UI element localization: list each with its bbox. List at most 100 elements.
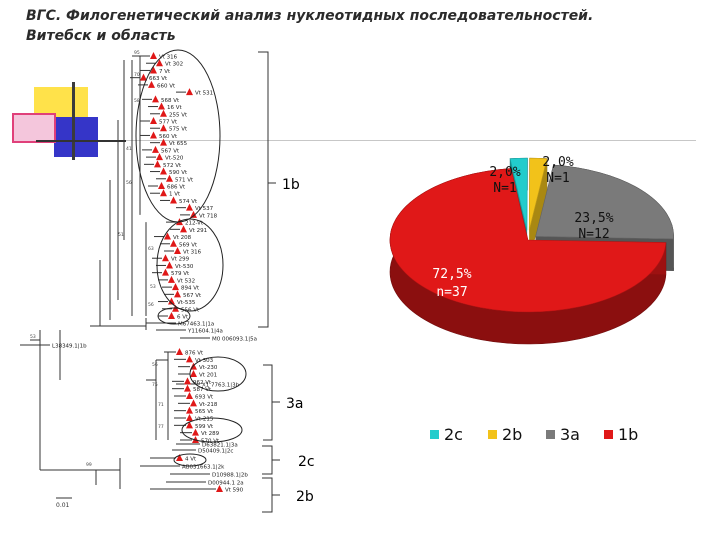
leaf-marker-icon [162, 254, 169, 262]
tree-leaf-1b: 560 Vt [159, 134, 178, 140]
leaf-marker-icon [166, 261, 173, 269]
leaf-marker-icon [150, 52, 157, 59]
tree-leaf-3a: 693 Vt [195, 395, 214, 401]
branch-support-value: 51 [118, 232, 124, 238]
tree-leaf-1b: Vt 316 [183, 250, 202, 256]
legend-swatch-1b [604, 430, 613, 439]
legend-label-1b: 1b [618, 425, 638, 444]
branch-support-value: 77 [158, 424, 164, 430]
tree-leaf-1b: Vt-520 [165, 156, 184, 162]
tree-leaf-3a: Vt 289 [201, 431, 220, 437]
branch-support-value: 41 [126, 146, 132, 152]
tree-leaf-1b: 1 Vt [169, 192, 181, 198]
legend-swatch-2b [488, 430, 497, 439]
tree-leaf-1b: Vt 299 [171, 257, 190, 263]
tree-leaf-1b: Vt 208 [173, 235, 192, 241]
leaf-marker-icon [174, 290, 181, 298]
leaf-marker-icon [186, 203, 193, 211]
legend-label-3a: 3a [560, 425, 580, 444]
bracket-2b [262, 477, 280, 513]
chart-legend: 2c 2b 3a 1b [430, 425, 638, 444]
tree-leaf-1b: 686 Vt [167, 185, 186, 191]
decor-pink-square [12, 113, 56, 143]
tree-reference: M0 006093.1|5a [212, 337, 257, 343]
bracket-1b [258, 51, 276, 328]
cluster-ellipse-6 [173, 453, 207, 467]
leaf-marker-icon [176, 348, 183, 355]
tree-leaf-1b: Vt-530 [175, 264, 194, 270]
branch-support-value: 95 [134, 50, 140, 56]
decor-dark-line [36, 140, 126, 142]
cluster-ellipse-5 [181, 417, 243, 443]
tree-leaf-3a: 565 Vt [195, 409, 214, 415]
leaf-marker-icon [152, 95, 159, 103]
tree-leaf-1b: 577 Vt [159, 120, 178, 126]
pie-slice-1b [389, 168, 667, 313]
leaf-marker-icon [172, 283, 179, 291]
branch-support-value: 70 [134, 72, 140, 78]
tree-leaf-1b: 212-Vt [185, 221, 204, 227]
pie-count-label: N=1 [493, 181, 516, 196]
tree-leaf-2b: Vt 590 [225, 488, 244, 494]
tree-leaf-1b: Vt 531 [195, 91, 213, 97]
leaf-marker-icon [176, 454, 183, 461]
tree-leaf-1b: Vt 302 [165, 62, 183, 68]
leaf-marker-icon [192, 428, 199, 436]
pie-value-label: 23,5% [574, 211, 613, 226]
leaf-marker-icon [160, 189, 167, 197]
branch-support-value: 56 [152, 362, 158, 368]
legend-label-2b: 2b [502, 425, 522, 444]
pie-slice-2b [528, 157, 548, 231]
branch-support-value: 53 [30, 334, 36, 340]
tree-leaf-3a: Vt 201 [199, 373, 217, 379]
tree-leaf-1b: 663 Vt [149, 76, 168, 82]
clade-label-2c: 2c [298, 454, 315, 470]
leaf-marker-icon [180, 225, 187, 233]
leaf-marker-icon [158, 102, 165, 110]
leaf-marker-icon [148, 80, 155, 88]
leaf-marker-icon [162, 268, 169, 276]
leaf-marker-icon [160, 167, 167, 175]
tree-leaf-1b: Vt 655 [169, 141, 188, 147]
cluster-ellipse-3 [157, 307, 191, 325]
pie-slice-wall [529, 158, 547, 263]
tree-leaf-1b: 567 Vt [183, 293, 202, 299]
tree-leaf-2c: 4 Vt [185, 457, 197, 463]
tree-leaf-1b: 590 Vt [169, 170, 188, 176]
leaf-marker-icon [156, 59, 163, 67]
decor-blue-square [54, 117, 98, 157]
leaf-marker-icon [160, 109, 167, 117]
leaf-marker-icon [186, 406, 193, 414]
tree-leaf-1b: Vt 316 [159, 55, 178, 61]
tree-leaf-1b: Vt 291 [189, 228, 207, 234]
tree-leaf-1b: 6 Vt [177, 315, 189, 321]
slide-title: ВГС. Филогенетический анализ нуклеотидны… [26, 6, 716, 46]
tree-leaf-1b: 569 Vt [179, 242, 198, 248]
leaf-marker-icon [168, 312, 175, 319]
legend-label-2c: 2c [444, 425, 463, 444]
leaf-marker-icon [186, 414, 193, 421]
leaf-marker-icon [150, 131, 157, 139]
branch-support-value: 58 [134, 98, 140, 104]
leaf-marker-icon [158, 182, 165, 189]
leaf-marker-icon [170, 196, 177, 204]
cluster-ellipse-2 [156, 218, 224, 312]
branch-support-value: 53 [150, 284, 156, 290]
leaf-marker-icon [150, 66, 157, 74]
leaf-marker-icon [164, 232, 171, 240]
scale-bar-label: 0.01 [56, 502, 70, 509]
branch-support-value: 56 [148, 302, 154, 308]
leaf-marker-icon [186, 88, 193, 96]
bracket-2c [262, 445, 280, 475]
tree-branches [20, 55, 216, 490]
tree-leaf-1b: Vt-535 [177, 300, 196, 306]
leaf-marker-icon [150, 117, 157, 124]
tree-leaf-3a: 587 Vt [193, 387, 212, 393]
pie-value-label: 2,0% [542, 155, 573, 170]
leaf-marker-icon [174, 247, 181, 254]
leaf-marker-icon [186, 392, 193, 399]
pie-slice-3a [535, 164, 674, 240]
tree-leaf-3a: 876 Vt [185, 351, 204, 357]
leaf-marker-icon [154, 160, 161, 168]
